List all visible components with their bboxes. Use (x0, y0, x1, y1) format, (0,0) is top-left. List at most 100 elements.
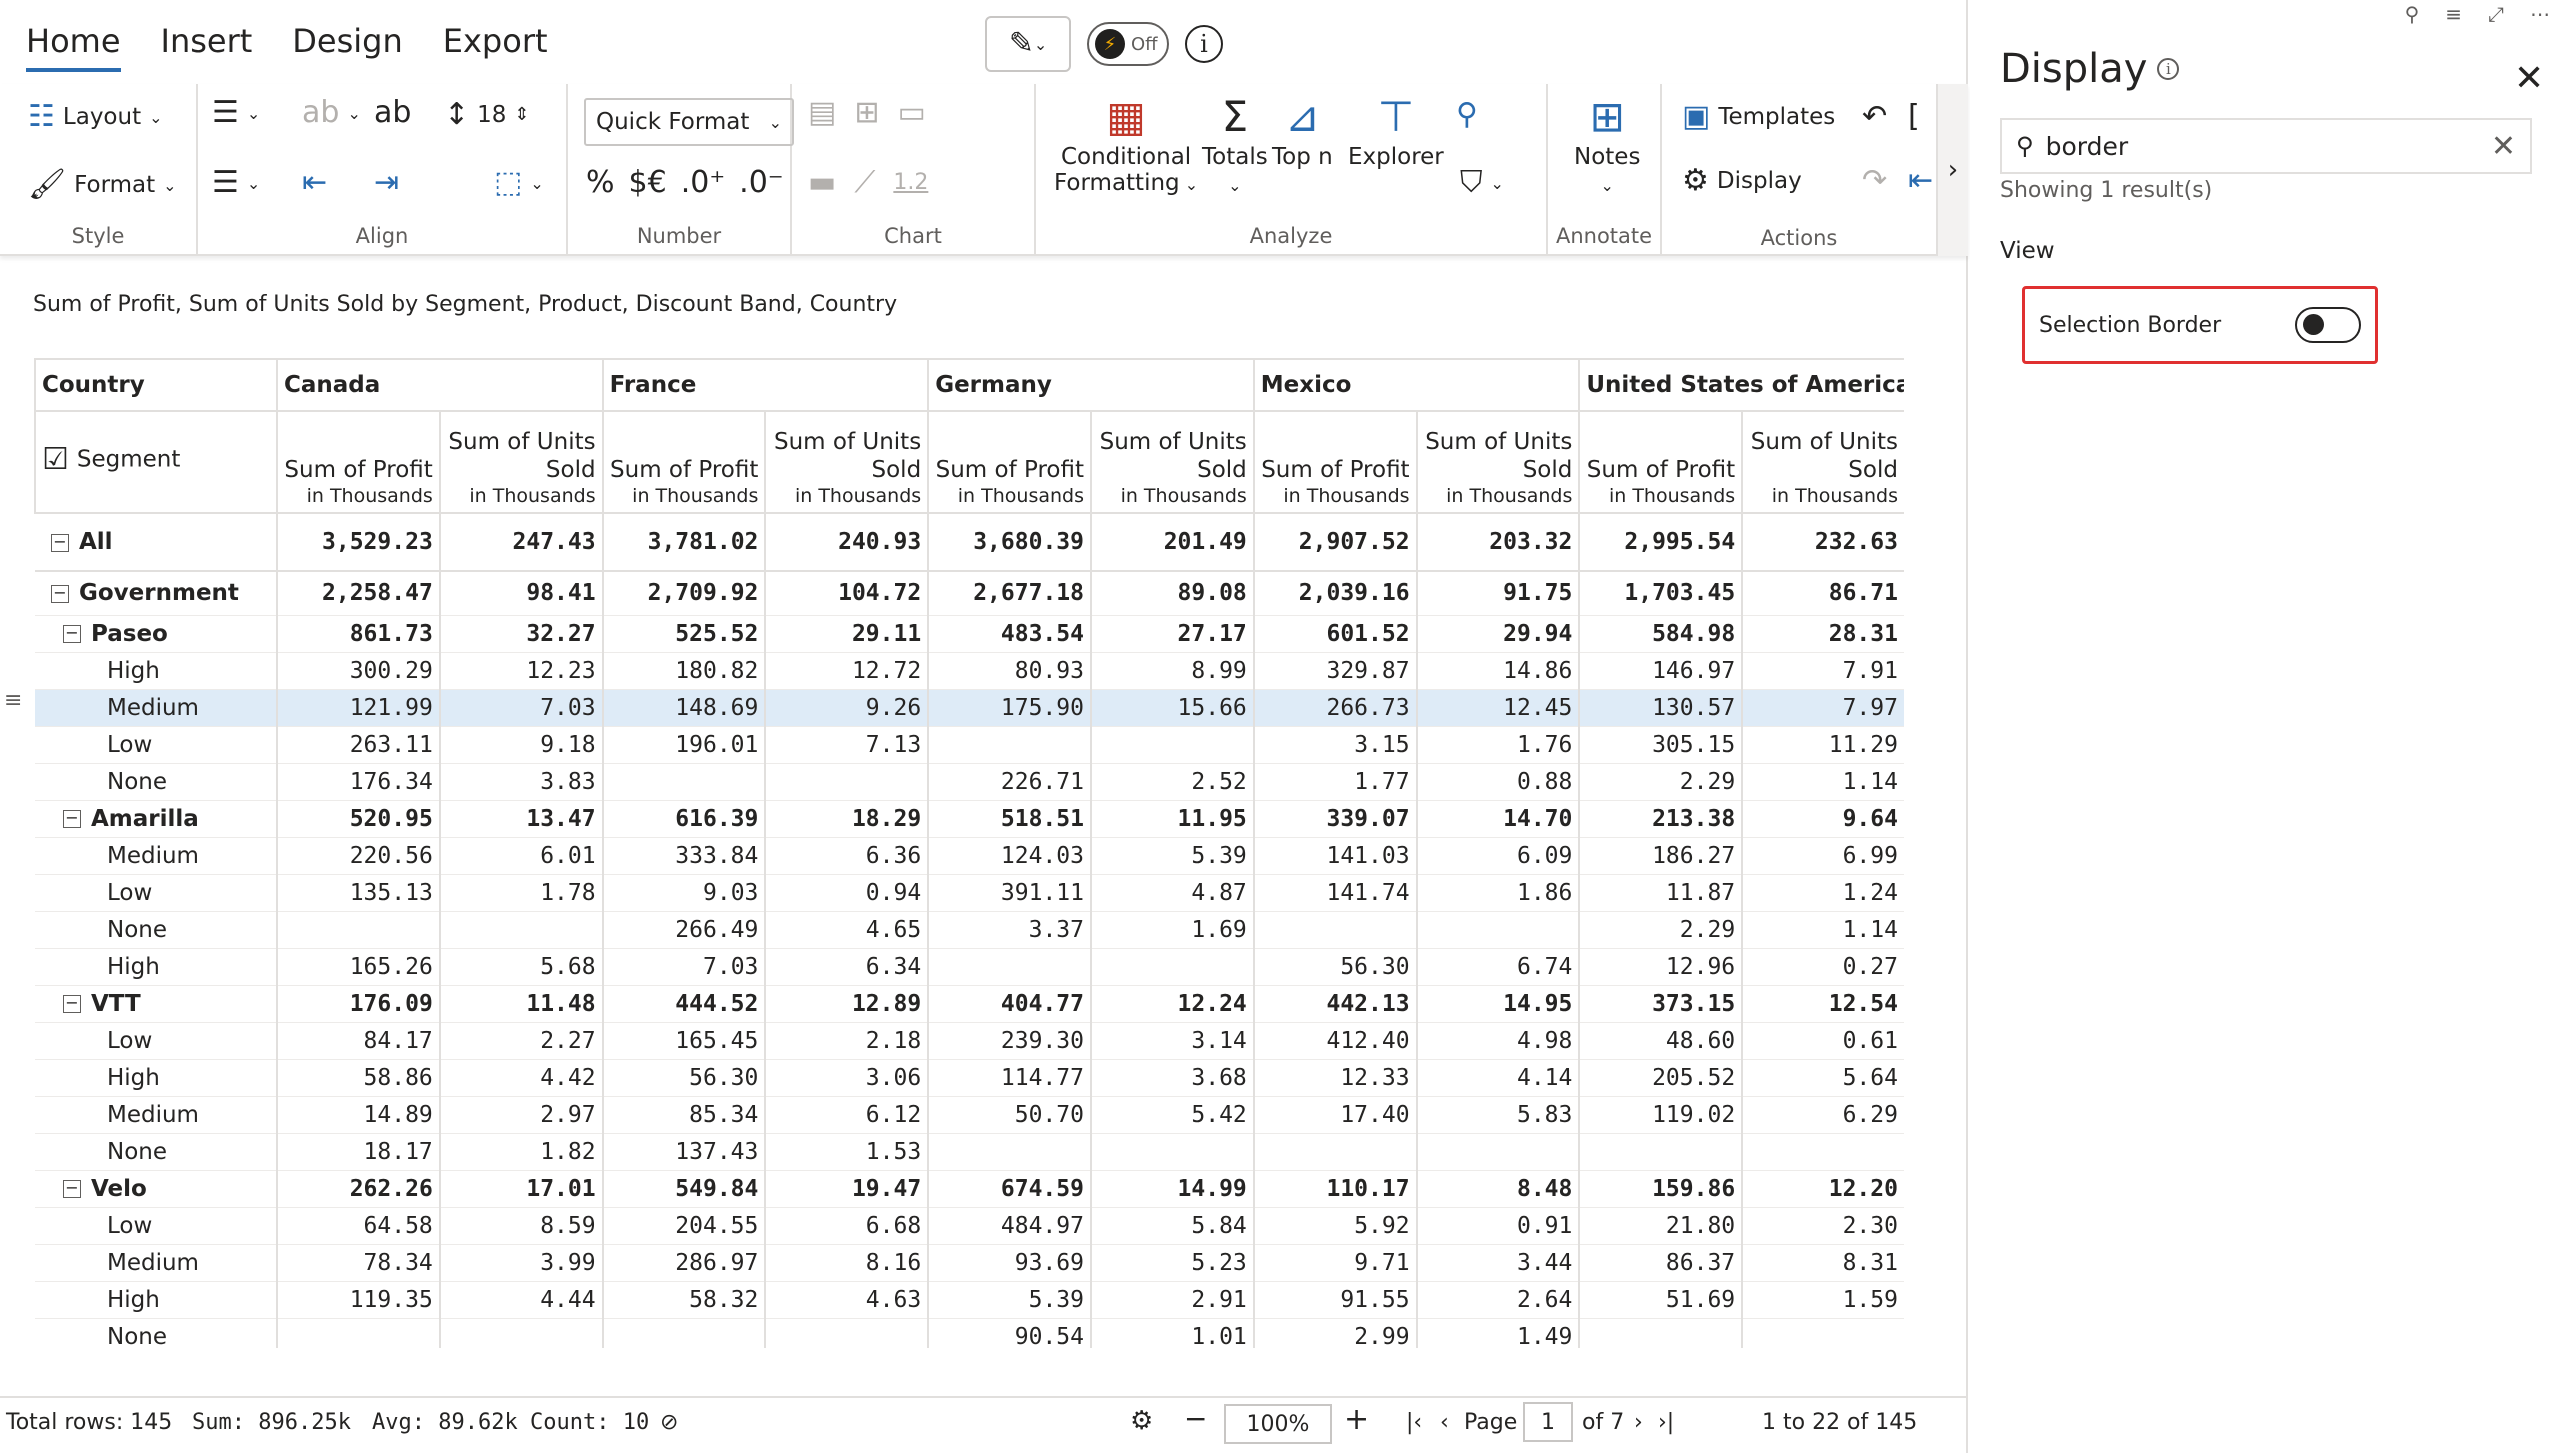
hierarchy-chart-icon[interactable]: ⊞ (854, 95, 880, 130)
table-cell[interactable]: 601.52 (1253, 615, 1418, 652)
row-header[interactable]: − VTT (35, 985, 278, 1022)
table-cell[interactable]: 56.30 (1253, 948, 1418, 985)
table-cell[interactable]: 14.95 (1416, 985, 1581, 1022)
table-cell[interactable]: 3.14 (1090, 1022, 1255, 1059)
table-cell[interactable]: 203.32 (1416, 512, 1581, 572)
table-cell[interactable]: 58.86 (277, 1059, 441, 1096)
table-row[interactable]: − Amarilla 520.95 13.47 616.39 18.29 518.51 11.… (35, 800, 1904, 837)
row-header[interactable]: Medium (35, 689, 278, 726)
table-cell[interactable]: 11.95 (1090, 800, 1255, 837)
table-cell[interactable]: 12.45 (1416, 689, 1581, 726)
row-header[interactable]: − Government (35, 571, 278, 615)
table-cell[interactable]: 85.34 (602, 1096, 767, 1133)
filter-button[interactable]: ⛉ ⌄ (1460, 168, 1504, 198)
table-cell[interactable]: 141.74 (1253, 874, 1418, 911)
sparkline-bar-icon[interactable]: ▬ (808, 165, 837, 200)
notes-button[interactable]: ⊞ Notes ⌄ (1574, 96, 1640, 196)
table-cell[interactable]: 3.15 (1253, 726, 1418, 763)
table-cell[interactable]: 8.16 (765, 1244, 930, 1281)
table-cell[interactable]: 4.14 (1416, 1059, 1581, 1096)
table-cell[interactable]: 58.32 (602, 1281, 767, 1318)
table-cell[interactable]: 4.87 (1090, 874, 1255, 911)
table-cell[interactable]: 1.53 (765, 1133, 930, 1170)
table-cell[interactable]: 141.03 (1253, 837, 1418, 874)
table-cell[interactable]: 5.42 (1090, 1096, 1255, 1133)
row-header[interactable]: − Velo (35, 1170, 278, 1207)
currency-icon[interactable]: $€ (628, 165, 667, 200)
row-header[interactable]: Low (35, 1207, 278, 1244)
table-cell[interactable]: 15.66 (1090, 689, 1255, 726)
table-cell[interactable]: 6.36 (765, 837, 930, 874)
info-icon[interactable]: i (2157, 58, 2180, 80)
page-input[interactable]: 1 (1523, 1402, 1573, 1442)
zoom-input[interactable]: 100% (1224, 1404, 1332, 1444)
table-cell[interactable] (1579, 1318, 1744, 1348)
table-cell[interactable]: 6.01 (439, 837, 604, 874)
table-cell[interactable]: 130.57 (1579, 689, 1744, 726)
table-cell[interactable]: 1.86 (1416, 874, 1581, 911)
table-cell[interactable]: 91.55 (1253, 1281, 1418, 1318)
table-cell[interactable]: 5.84 (1090, 1207, 1255, 1244)
table-cell[interactable]: 80.93 (928, 652, 1092, 689)
row-header[interactable]: − Amarilla (35, 800, 278, 837)
table-cell[interactable] (1742, 1133, 1904, 1170)
table-row[interactable]: Low 64.58 8.59 204.55 6.68 484.97 5.84 5.92 0.91… (35, 1207, 1904, 1244)
table-row[interactable]: None 90.54 1.01 2.99 1.49 (35, 1318, 1904, 1348)
table-cell[interactable] (439, 1318, 604, 1348)
table-cell[interactable]: 18.17 (277, 1133, 441, 1170)
undo-button[interactable]: ↶ (1862, 102, 1887, 132)
table-cell[interactable]: 5.83 (1416, 1096, 1581, 1133)
table-row[interactable]: High 119.35 4.44 58.32 4.63 5.39 2.91 91.55 2.64… (35, 1281, 1904, 1318)
table-cell[interactable]: 483.54 (928, 615, 1092, 652)
table-cell[interactable]: 159.86 (1579, 1170, 1744, 1207)
table-cell[interactable]: 135.13 (277, 874, 441, 911)
templates-button[interactable]: ▣ Templates (1682, 102, 1835, 132)
row-drag-handle-icon[interactable]: ≡ (4, 688, 23, 713)
increase-indent-button[interactable]: ⇥ (374, 168, 399, 198)
table-cell[interactable]: 226.71 (928, 763, 1092, 800)
table-cell[interactable]: 21.80 (1579, 1207, 1744, 1244)
table-cell[interactable]: 84.17 (277, 1022, 441, 1059)
table-row[interactable]: Low 263.11 9.18 196.01 7.13 3.15 1.76 305.15 11.… (35, 726, 1904, 763)
country-header[interactable]: Country (34, 358, 278, 412)
info-icon[interactable]: i (1185, 25, 1223, 63)
table-cell[interactable]: 1.82 (439, 1133, 604, 1170)
table-cell[interactable] (1090, 948, 1255, 985)
table-cell[interactable] (277, 1318, 441, 1348)
table-cell[interactable] (439, 911, 604, 948)
prev-page-icon[interactable]: ‹ (1440, 1410, 1449, 1435)
table-cell[interactable]: 3.06 (765, 1059, 930, 1096)
table-cell[interactable]: 525.52 (602, 615, 767, 652)
table-cell[interactable]: 124.03 (928, 837, 1092, 874)
table-cell[interactable]: 89.08 (1090, 571, 1255, 615)
table-cell[interactable]: 48.60 (1579, 1022, 1744, 1059)
row-header[interactable]: None (35, 1318, 278, 1348)
table-cell[interactable]: 64.58 (277, 1207, 441, 1244)
table-cell[interactable]: 165.45 (602, 1022, 767, 1059)
table-cell[interactable] (1416, 1133, 1581, 1170)
table-cell[interactable]: 9.26 (765, 689, 930, 726)
table-cell[interactable]: 17.01 (439, 1170, 604, 1207)
table-cell[interactable]: 14.89 (277, 1096, 441, 1133)
table-cell[interactable]: 12.96 (1579, 948, 1744, 985)
table-cell[interactable]: 121.99 (277, 689, 441, 726)
table-cell[interactable]: 186.27 (1579, 837, 1744, 874)
vertical-align-button[interactable]: ☰ ⌄ (212, 168, 260, 198)
zoom-in-button[interactable]: + (1344, 1402, 1370, 1437)
layout-chart-icon[interactable]: ▭ (897, 95, 926, 130)
table-cell[interactable]: 3,680.39 (928, 512, 1092, 572)
table-cell[interactable]: 114.77 (928, 1059, 1092, 1096)
more-options-icon[interactable]: ⋯ (2530, 2, 2550, 26)
table-cell[interactable]: 9.18 (439, 726, 604, 763)
table-cell[interactable] (1253, 911, 1418, 948)
tab-home[interactable]: Home (26, 22, 121, 72)
table-row[interactable]: Medium 121.99 7.03 148.69 9.26 175.90 15.66 266… (35, 689, 1904, 726)
table-cell[interactable]: 205.52 (1579, 1059, 1744, 1096)
table-cell[interactable]: 2.29 (1579, 911, 1744, 948)
table-cell[interactable]: 549.84 (602, 1170, 767, 1207)
ribbon-scroll-right[interactable]: › (1936, 84, 1968, 256)
table-cell[interactable] (602, 763, 767, 800)
table-row[interactable]: None 266.49 4.65 3.37 1.69 2.29 1.14 (35, 911, 1904, 948)
table-cell[interactable]: 3.99 (439, 1244, 604, 1281)
table-cell[interactable]: 11.48 (439, 985, 604, 1022)
